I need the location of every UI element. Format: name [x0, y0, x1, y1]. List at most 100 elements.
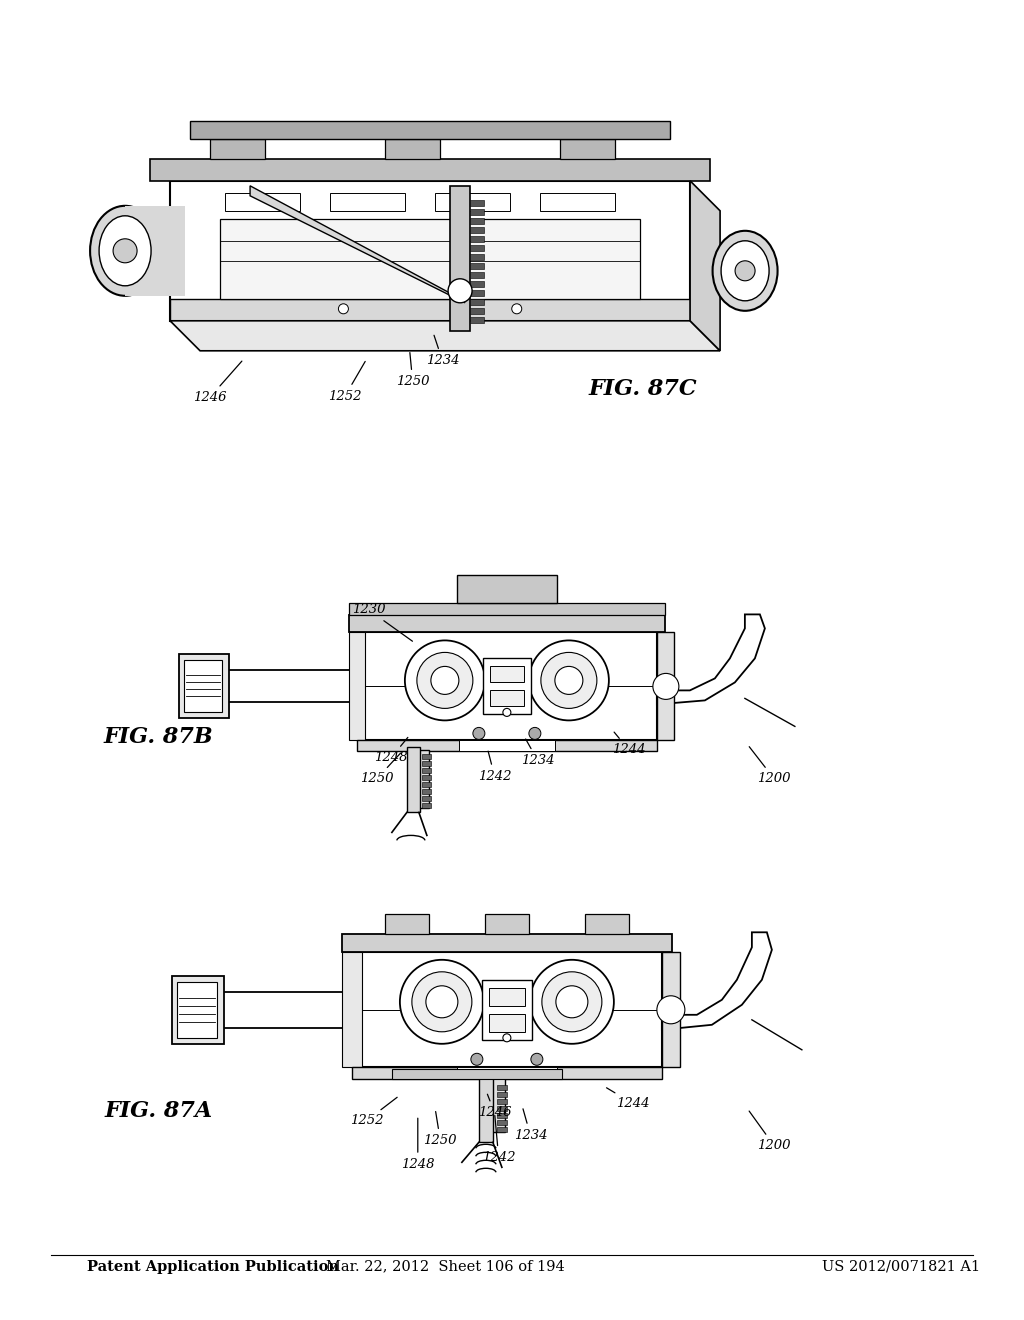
Polygon shape: [170, 321, 720, 351]
Circle shape: [542, 972, 602, 1032]
Text: 1250: 1250: [424, 1111, 457, 1147]
Bar: [470, 244, 484, 251]
Bar: [457, 576, 557, 603]
Bar: [497, 1121, 507, 1125]
Bar: [656, 632, 674, 741]
Circle shape: [473, 727, 485, 739]
Bar: [435, 193, 510, 211]
Bar: [459, 741, 555, 751]
Bar: [352, 952, 662, 1068]
Bar: [470, 317, 484, 323]
Bar: [125, 206, 185, 296]
Bar: [482, 979, 531, 1040]
Bar: [179, 655, 229, 718]
Bar: [585, 915, 629, 935]
Bar: [497, 1085, 507, 1090]
Bar: [470, 298, 484, 305]
Bar: [470, 290, 484, 296]
Circle shape: [656, 995, 685, 1024]
Bar: [470, 263, 484, 269]
Bar: [489, 667, 524, 682]
Text: Mar. 22, 2012  Sheet 106 of 194: Mar. 22, 2012 Sheet 106 of 194: [326, 1259, 565, 1274]
Bar: [422, 775, 431, 780]
Bar: [470, 236, 484, 242]
Text: 1200: 1200: [750, 747, 791, 785]
Bar: [470, 199, 484, 206]
Bar: [385, 139, 440, 158]
Bar: [457, 1068, 557, 1080]
Text: 1244: 1244: [606, 1088, 649, 1110]
Bar: [470, 272, 484, 277]
Bar: [357, 632, 656, 741]
Bar: [470, 253, 484, 260]
Bar: [349, 632, 365, 741]
Polygon shape: [250, 186, 465, 302]
Text: FIG. 87A: FIG. 87A: [104, 1101, 213, 1122]
Circle shape: [431, 667, 459, 694]
Circle shape: [528, 640, 609, 721]
Bar: [470, 209, 484, 215]
Bar: [497, 1113, 507, 1118]
Circle shape: [653, 673, 679, 700]
Bar: [190, 121, 670, 139]
Bar: [177, 982, 217, 1038]
Circle shape: [529, 960, 613, 1044]
Bar: [172, 975, 224, 1044]
Bar: [422, 755, 431, 759]
Bar: [392, 1069, 562, 1080]
Text: 1248: 1248: [375, 738, 408, 764]
Polygon shape: [662, 932, 772, 1030]
Text: 1244: 1244: [612, 733, 645, 756]
Bar: [470, 227, 484, 232]
Bar: [385, 915, 429, 935]
Bar: [422, 789, 431, 795]
Text: 1246: 1246: [194, 362, 242, 404]
Bar: [540, 193, 615, 211]
Ellipse shape: [713, 231, 777, 310]
Bar: [560, 139, 615, 158]
Circle shape: [528, 727, 541, 739]
Circle shape: [426, 986, 458, 1018]
Bar: [422, 804, 431, 808]
Text: 1242: 1242: [482, 1115, 515, 1164]
Circle shape: [113, 239, 137, 263]
Text: US 2012/0071821 A1: US 2012/0071821 A1: [822, 1259, 980, 1274]
Bar: [222, 991, 354, 1028]
Bar: [489, 690, 524, 706]
Bar: [422, 768, 431, 774]
Bar: [184, 660, 222, 713]
Bar: [352, 1068, 662, 1080]
Circle shape: [530, 1053, 543, 1065]
Circle shape: [541, 652, 597, 709]
Circle shape: [449, 279, 472, 302]
Bar: [220, 219, 640, 298]
Bar: [422, 762, 431, 767]
Bar: [422, 783, 431, 788]
Ellipse shape: [721, 240, 769, 301]
Circle shape: [512, 304, 522, 314]
Bar: [330, 193, 406, 211]
Text: 1230: 1230: [352, 603, 413, 642]
Text: 1200: 1200: [750, 1111, 791, 1152]
Text: 1234: 1234: [514, 1109, 547, 1142]
Bar: [497, 1100, 507, 1105]
Bar: [227, 671, 358, 702]
Bar: [470, 218, 484, 224]
Circle shape: [471, 1053, 483, 1065]
Bar: [479, 1072, 493, 1142]
Bar: [497, 1093, 507, 1097]
Bar: [485, 915, 528, 935]
Bar: [497, 1127, 507, 1133]
Text: 1250: 1250: [360, 754, 400, 785]
Bar: [451, 186, 470, 331]
Text: 1242: 1242: [478, 751, 511, 783]
Bar: [488, 1014, 525, 1032]
Circle shape: [503, 709, 511, 717]
Polygon shape: [656, 614, 765, 705]
Ellipse shape: [99, 215, 152, 286]
Circle shape: [503, 1034, 511, 1041]
Bar: [407, 747, 420, 812]
Bar: [210, 139, 265, 158]
Bar: [342, 952, 361, 1068]
Bar: [170, 181, 690, 321]
